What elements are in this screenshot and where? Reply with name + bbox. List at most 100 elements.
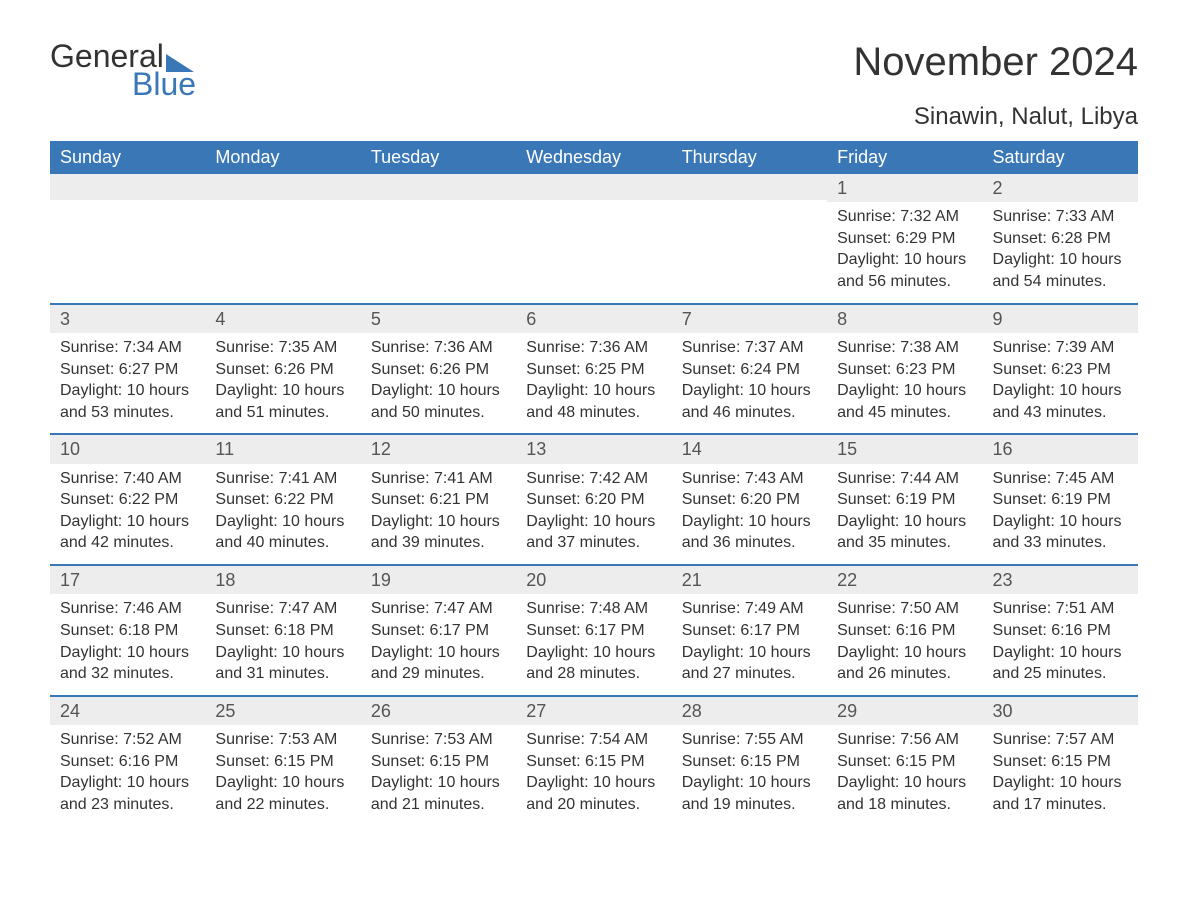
day-cell bbox=[672, 174, 827, 303]
day-daylight: Daylight: 10 hours and 53 minutes. bbox=[60, 380, 195, 423]
day-sunrise: Sunrise: 7:57 AM bbox=[993, 729, 1128, 751]
day-sunrise: Sunrise: 7:33 AM bbox=[993, 206, 1128, 228]
week-row: 24Sunrise: 7:52 AMSunset: 6:16 PMDayligh… bbox=[50, 695, 1138, 826]
month-title: November 2024 bbox=[853, 40, 1138, 85]
day-sunset: Sunset: 6:28 PM bbox=[993, 228, 1128, 250]
day-body: Sunrise: 7:46 AMSunset: 6:18 PMDaylight:… bbox=[50, 594, 205, 694]
day-body: Sunrise: 7:40 AMSunset: 6:22 PMDaylight:… bbox=[50, 464, 205, 564]
weekday-cell: Thursday bbox=[672, 141, 827, 174]
empty-day-bar bbox=[516, 174, 671, 200]
day-sunrise: Sunrise: 7:36 AM bbox=[371, 337, 506, 359]
day-number: 18 bbox=[205, 566, 360, 594]
day-sunrise: Sunrise: 7:43 AM bbox=[682, 468, 817, 490]
day-sunrise: Sunrise: 7:50 AM bbox=[837, 598, 972, 620]
day-daylight: Daylight: 10 hours and 36 minutes. bbox=[682, 511, 817, 554]
day-daylight: Daylight: 10 hours and 37 minutes. bbox=[526, 511, 661, 554]
day-cell: 8Sunrise: 7:38 AMSunset: 6:23 PMDaylight… bbox=[827, 305, 982, 434]
day-daylight: Daylight: 10 hours and 45 minutes. bbox=[837, 380, 972, 423]
empty-day-bar bbox=[672, 174, 827, 200]
day-cell: 25Sunrise: 7:53 AMSunset: 6:15 PMDayligh… bbox=[205, 697, 360, 826]
logo-word2: Blue bbox=[132, 68, 196, 100]
day-number: 5 bbox=[361, 305, 516, 333]
day-number: 29 bbox=[827, 697, 982, 725]
day-sunrise: Sunrise: 7:42 AM bbox=[526, 468, 661, 490]
week-row: 1Sunrise: 7:32 AMSunset: 6:29 PMDaylight… bbox=[50, 174, 1138, 303]
day-daylight: Daylight: 10 hours and 31 minutes. bbox=[215, 642, 350, 685]
day-cell: 12Sunrise: 7:41 AMSunset: 6:21 PMDayligh… bbox=[361, 435, 516, 564]
day-sunrise: Sunrise: 7:45 AM bbox=[993, 468, 1128, 490]
week-row: 17Sunrise: 7:46 AMSunset: 6:18 PMDayligh… bbox=[50, 564, 1138, 695]
day-body: Sunrise: 7:51 AMSunset: 6:16 PMDaylight:… bbox=[983, 594, 1138, 694]
day-number: 12 bbox=[361, 435, 516, 463]
day-body: Sunrise: 7:56 AMSunset: 6:15 PMDaylight:… bbox=[827, 725, 982, 825]
day-sunrise: Sunrise: 7:39 AM bbox=[993, 337, 1128, 359]
day-sunset: Sunset: 6:21 PM bbox=[371, 489, 506, 511]
day-cell: 5Sunrise: 7:36 AMSunset: 6:26 PMDaylight… bbox=[361, 305, 516, 434]
day-body: Sunrise: 7:33 AMSunset: 6:28 PMDaylight:… bbox=[983, 202, 1138, 302]
day-sunset: Sunset: 6:23 PM bbox=[837, 359, 972, 381]
day-body: Sunrise: 7:41 AMSunset: 6:21 PMDaylight:… bbox=[361, 464, 516, 564]
day-number: 7 bbox=[672, 305, 827, 333]
day-sunrise: Sunrise: 7:48 AM bbox=[526, 598, 661, 620]
day-cell: 10Sunrise: 7:40 AMSunset: 6:22 PMDayligh… bbox=[50, 435, 205, 564]
day-number: 10 bbox=[50, 435, 205, 463]
day-sunset: Sunset: 6:23 PM bbox=[993, 359, 1128, 381]
day-daylight: Daylight: 10 hours and 19 minutes. bbox=[682, 772, 817, 815]
day-body: Sunrise: 7:41 AMSunset: 6:22 PMDaylight:… bbox=[205, 464, 360, 564]
day-cell: 28Sunrise: 7:55 AMSunset: 6:15 PMDayligh… bbox=[672, 697, 827, 826]
empty-day-bar bbox=[361, 174, 516, 200]
day-cell: 18Sunrise: 7:47 AMSunset: 6:18 PMDayligh… bbox=[205, 566, 360, 695]
weekday-cell: Friday bbox=[827, 141, 982, 174]
day-number: 2 bbox=[983, 174, 1138, 202]
day-sunset: Sunset: 6:15 PM bbox=[993, 751, 1128, 773]
day-body: Sunrise: 7:49 AMSunset: 6:17 PMDaylight:… bbox=[672, 594, 827, 694]
day-sunrise: Sunrise: 7:41 AM bbox=[371, 468, 506, 490]
day-daylight: Daylight: 10 hours and 51 minutes. bbox=[215, 380, 350, 423]
day-number: 19 bbox=[361, 566, 516, 594]
day-body: Sunrise: 7:57 AMSunset: 6:15 PMDaylight:… bbox=[983, 725, 1138, 825]
day-number: 4 bbox=[205, 305, 360, 333]
day-body: Sunrise: 7:36 AMSunset: 6:25 PMDaylight:… bbox=[516, 333, 671, 433]
day-cell: 6Sunrise: 7:36 AMSunset: 6:25 PMDaylight… bbox=[516, 305, 671, 434]
week-row: 10Sunrise: 7:40 AMSunset: 6:22 PMDayligh… bbox=[50, 433, 1138, 564]
day-number: 28 bbox=[672, 697, 827, 725]
day-sunrise: Sunrise: 7:55 AM bbox=[682, 729, 817, 751]
day-sunset: Sunset: 6:19 PM bbox=[837, 489, 972, 511]
day-sunrise: Sunrise: 7:38 AM bbox=[837, 337, 972, 359]
day-sunset: Sunset: 6:20 PM bbox=[682, 489, 817, 511]
day-body: Sunrise: 7:43 AMSunset: 6:20 PMDaylight:… bbox=[672, 464, 827, 564]
day-cell: 22Sunrise: 7:50 AMSunset: 6:16 PMDayligh… bbox=[827, 566, 982, 695]
day-number: 20 bbox=[516, 566, 671, 594]
day-sunset: Sunset: 6:20 PM bbox=[526, 489, 661, 511]
day-body: Sunrise: 7:53 AMSunset: 6:15 PMDaylight:… bbox=[361, 725, 516, 825]
day-number: 13 bbox=[516, 435, 671, 463]
day-sunrise: Sunrise: 7:34 AM bbox=[60, 337, 195, 359]
day-sunset: Sunset: 6:24 PM bbox=[682, 359, 817, 381]
day-body: Sunrise: 7:52 AMSunset: 6:16 PMDaylight:… bbox=[50, 725, 205, 825]
day-cell: 21Sunrise: 7:49 AMSunset: 6:17 PMDayligh… bbox=[672, 566, 827, 695]
day-cell: 9Sunrise: 7:39 AMSunset: 6:23 PMDaylight… bbox=[983, 305, 1138, 434]
day-number: 15 bbox=[827, 435, 982, 463]
weekday-cell: Wednesday bbox=[516, 141, 671, 174]
day-sunrise: Sunrise: 7:36 AM bbox=[526, 337, 661, 359]
day-daylight: Daylight: 10 hours and 23 minutes. bbox=[60, 772, 195, 815]
day-sunset: Sunset: 6:15 PM bbox=[837, 751, 972, 773]
weekday-cell: Monday bbox=[205, 141, 360, 174]
day-cell: 27Sunrise: 7:54 AMSunset: 6:15 PMDayligh… bbox=[516, 697, 671, 826]
day-sunset: Sunset: 6:26 PM bbox=[215, 359, 350, 381]
calendar: SundayMondayTuesdayWednesdayThursdayFrid… bbox=[50, 141, 1138, 825]
day-daylight: Daylight: 10 hours and 46 minutes. bbox=[682, 380, 817, 423]
day-daylight: Daylight: 10 hours and 22 minutes. bbox=[215, 772, 350, 815]
day-cell: 19Sunrise: 7:47 AMSunset: 6:17 PMDayligh… bbox=[361, 566, 516, 695]
day-cell: 24Sunrise: 7:52 AMSunset: 6:16 PMDayligh… bbox=[50, 697, 205, 826]
day-sunset: Sunset: 6:18 PM bbox=[60, 620, 195, 642]
day-sunset: Sunset: 6:26 PM bbox=[371, 359, 506, 381]
day-daylight: Daylight: 10 hours and 54 minutes. bbox=[993, 249, 1128, 292]
day-cell bbox=[516, 174, 671, 303]
day-sunrise: Sunrise: 7:32 AM bbox=[837, 206, 972, 228]
day-body: Sunrise: 7:34 AMSunset: 6:27 PMDaylight:… bbox=[50, 333, 205, 433]
day-body: Sunrise: 7:48 AMSunset: 6:17 PMDaylight:… bbox=[516, 594, 671, 694]
day-daylight: Daylight: 10 hours and 26 minutes. bbox=[837, 642, 972, 685]
day-body: Sunrise: 7:32 AMSunset: 6:29 PMDaylight:… bbox=[827, 202, 982, 302]
day-body: Sunrise: 7:39 AMSunset: 6:23 PMDaylight:… bbox=[983, 333, 1138, 433]
